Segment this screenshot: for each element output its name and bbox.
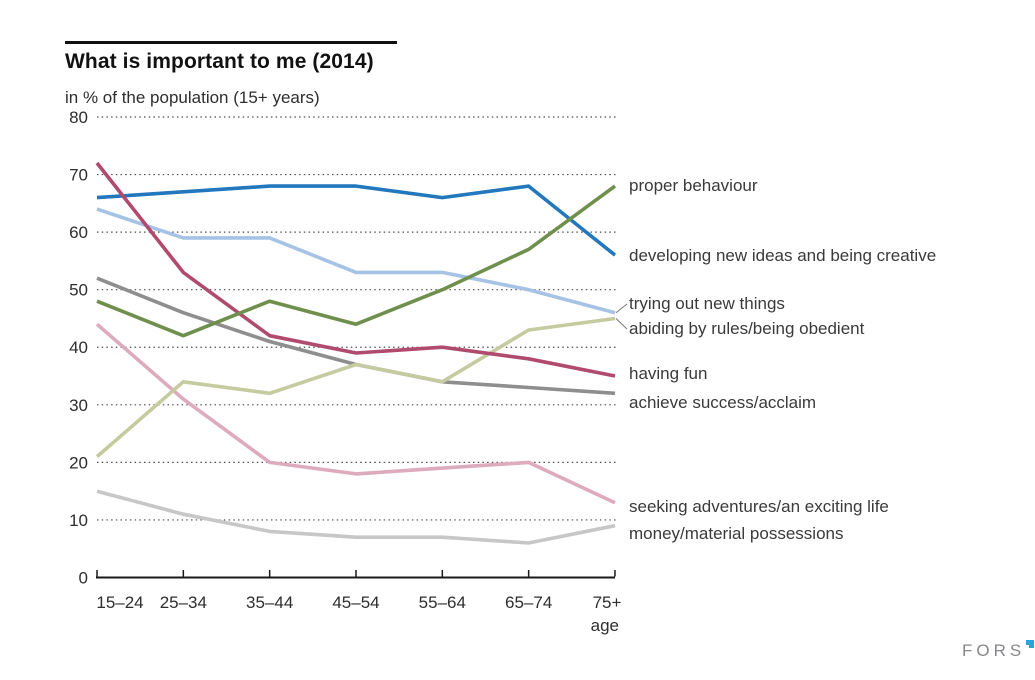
series-line	[96, 276, 616, 396]
y-tick-label: 70	[69, 166, 88, 185]
y-tick-label: 0	[79, 569, 88, 588]
x-tick-label: 15–24	[96, 593, 143, 612]
x-tick-label: 75+	[593, 593, 622, 612]
series-line	[96, 184, 617, 338]
y-tick-label: 50	[69, 281, 88, 300]
fors-logo-mark-icon	[1026, 640, 1035, 648]
y-tick-label: 10	[69, 511, 88, 530]
x-tick-label: 45–54	[332, 593, 379, 612]
series-line	[96, 489, 616, 545]
series-line	[96, 184, 617, 257]
chart-subtitle: in % of the population (15+ years)	[65, 88, 320, 107]
series-label: proper behaviour	[629, 176, 758, 196]
x-axis-note: age	[591, 616, 619, 635]
series-line	[95, 316, 616, 458]
fors-logo-text: FORS	[962, 641, 1026, 660]
x-tick-label: 25–34	[160, 593, 207, 612]
label-connector-line	[615, 303, 628, 314]
series-line	[96, 207, 616, 315]
y-tick-label: 40	[69, 338, 88, 357]
series-label: seeking adventures/an exciting life	[629, 497, 889, 517]
series-label: trying out new things	[629, 294, 785, 314]
label-connector-line	[615, 318, 628, 330]
fors-logo: FORS	[962, 640, 1035, 660]
y-tick-label: 80	[69, 108, 88, 127]
series-label: developing new ideas and being creative	[629, 246, 937, 266]
x-tick-label: 65–74	[505, 593, 552, 612]
x-tick-label: 35–44	[246, 593, 293, 612]
y-tick-label: 30	[69, 396, 88, 415]
x-tick-label: 55–64	[419, 593, 466, 612]
series-line	[95, 161, 616, 378]
series-label: money/material possessions	[629, 524, 844, 544]
title-rule	[65, 41, 397, 44]
series-label: abiding by rules/being obedient	[629, 319, 865, 339]
series-label: having fun	[629, 364, 708, 384]
y-tick-label: 20	[69, 453, 88, 472]
chart-title: What is important to me (2014)	[65, 50, 374, 73]
series-label: achieve success/acclaim	[629, 393, 817, 413]
y-tick-label: 60	[69, 223, 88, 242]
series-line	[95, 322, 616, 505]
